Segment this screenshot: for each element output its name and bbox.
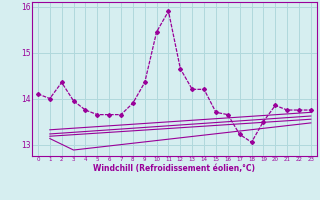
- X-axis label: Windchill (Refroidissement éolien,°C): Windchill (Refroidissement éolien,°C): [93, 164, 255, 173]
